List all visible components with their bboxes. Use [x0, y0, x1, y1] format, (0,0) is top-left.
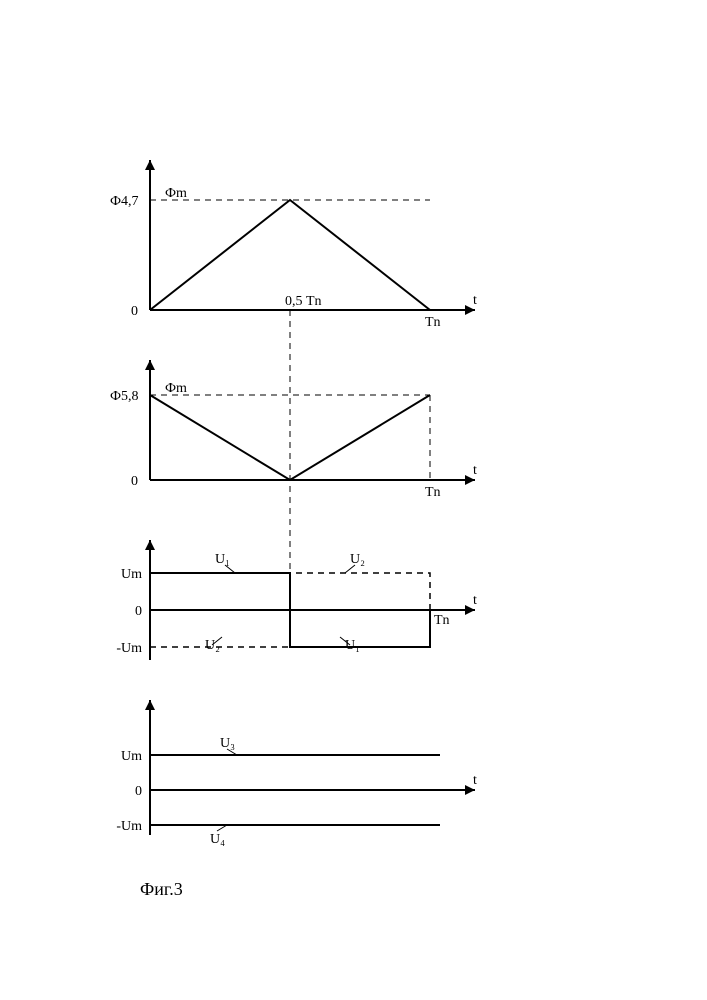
waveform-figure: Ф4,7 Фm 0 0,5 Тn Tn t Ф5,8 Фm 0 Tn t Um 0 -Um t Tn U₁ U₂ U…: [0, 0, 707, 1000]
plot4-u4: U₄: [210, 832, 225, 847]
svg-text:t: t: [473, 593, 477, 608]
svg-text:t: t: [473, 293, 477, 308]
figure-caption: Фиг.3: [140, 879, 183, 899]
svg-text:Um: Um: [121, 567, 142, 582]
plot1-half: 0,5 Тn: [285, 294, 322, 309]
plot2-ylabel: Ф5,8: [110, 389, 139, 404]
svg-text:0: 0: [135, 784, 142, 799]
svg-text:-Um: -Um: [116, 819, 142, 834]
svg-text:Um: Um: [121, 749, 142, 764]
svg-text:t: t: [473, 773, 477, 788]
svg-text:0: 0: [131, 304, 138, 319]
svg-text:t: t: [473, 463, 477, 478]
svg-text:0: 0: [135, 604, 142, 619]
plot3-u1-bot: U₁: [345, 638, 360, 653]
plot1-ylabel: Ф4,7: [110, 194, 139, 209]
plot1-phim: Фm: [165, 186, 187, 201]
svg-text:-Um: -Um: [116, 641, 142, 656]
svg-text:0: 0: [131, 474, 138, 489]
svg-text:Tn: Tn: [425, 485, 441, 500]
svg-text:Tn: Tn: [425, 315, 441, 330]
plot3-u1-top: U₁: [215, 552, 230, 567]
svg-text:Фm: Фm: [165, 381, 187, 396]
plot3-u2-top: U₂: [350, 552, 365, 567]
svg-text:Tn: Tn: [434, 613, 450, 628]
